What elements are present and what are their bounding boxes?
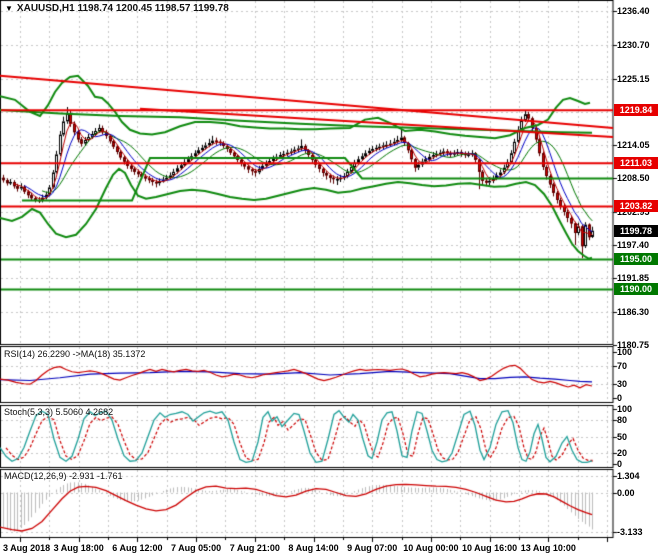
price-tick-label: 1186.30 bbox=[617, 306, 650, 317]
price-tick-label: 1225.15 bbox=[617, 73, 650, 84]
price-tick-label: 1208.50 bbox=[617, 173, 650, 184]
stoch-indicator-label: Stoch(5,3,3) 5.5060 4.2682 bbox=[4, 407, 114, 417]
price-tick-label: 1180.75 bbox=[617, 339, 650, 350]
price-level-badge: 1211.03 bbox=[614, 157, 658, 170]
rsi-scale-label: 100 bbox=[617, 347, 633, 357]
price-tick-label: 1230.70 bbox=[617, 40, 650, 51]
stoch-scale-label: 20 bbox=[617, 448, 628, 458]
macd-scale-label: 0.00 bbox=[617, 487, 635, 498]
symbol-dropdown-icon[interactable]: ▼ bbox=[5, 3, 13, 13]
time-tick-label: 10 Aug 00:00 bbox=[403, 543, 459, 553]
stoch-scale-label: 0 bbox=[617, 459, 623, 469]
time-tick-label: 8 Aug 14:00 bbox=[288, 543, 339, 553]
stoch-scale-label: 100 bbox=[617, 404, 633, 414]
price-level-badge: 1219.84 bbox=[614, 104, 658, 117]
price-level-badge: 1199.78 bbox=[614, 224, 658, 237]
time-tick-label: 3 Aug 2018 bbox=[3, 543, 51, 553]
time-tick-label: 7 Aug 21:00 bbox=[229, 543, 280, 553]
rsi-indicator-label: RSI(14) 26.2290 ->MA(18) 35.1372 bbox=[4, 349, 146, 359]
time-tick-label: 10 Aug 16:00 bbox=[461, 543, 518, 553]
price-level-badge: 1190.00 bbox=[614, 283, 658, 296]
time-tick-label: 13 Aug 10:00 bbox=[520, 543, 576, 553]
price-tick-label: 1236.40 bbox=[617, 6, 650, 16]
time-tick-label: 7 Aug 05:00 bbox=[171, 543, 222, 553]
chart-title-row: ▼ XAUUSD,H1 1198.74 1200.45 1198.57 1199… bbox=[5, 3, 229, 14]
time-tick-label: 3 Aug 18:00 bbox=[53, 543, 104, 553]
time-tick-label: 9 Aug 07:00 bbox=[347, 543, 398, 553]
price-tick-label: 1197.40 bbox=[617, 240, 650, 250]
price-tick-label: 1214.05 bbox=[617, 140, 650, 151]
stoch-scale-label: 80 bbox=[617, 415, 628, 425]
stoch-scale-label: 50 bbox=[617, 431, 628, 442]
macd-scale-label: 1.304 bbox=[617, 471, 640, 482]
macd-scale-label: -3.133 bbox=[617, 527, 643, 538]
rsi-scale-label: 30 bbox=[617, 379, 628, 390]
rsi-scale-label: 0 bbox=[617, 393, 623, 403]
chart-title-ohlc: XAUUSD,H1 1198.74 1200.45 1198.57 1199.7… bbox=[16, 3, 229, 14]
macd-indicator-label: MACD(12,26,9) -2.931 -1.761 bbox=[4, 471, 123, 481]
time-tick-label: 6 Aug 12:00 bbox=[112, 543, 163, 553]
price-level-badge: 1195.00 bbox=[614, 253, 658, 266]
rsi-scale-label: 70 bbox=[617, 360, 628, 371]
price-level-badge: 1203.82 bbox=[614, 200, 658, 213]
price-tick-label: 1191.85 bbox=[617, 273, 650, 284]
